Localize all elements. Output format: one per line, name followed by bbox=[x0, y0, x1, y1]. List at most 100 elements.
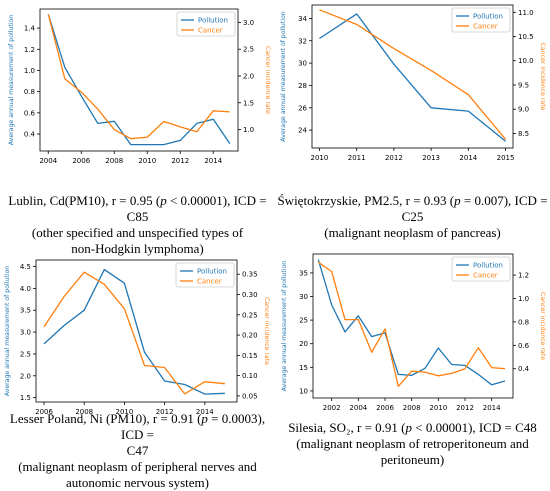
y2-tick-label: 2.0 bbox=[243, 72, 254, 80]
chart-silesia-plot: 2002 2004 2006 2008 2010 2012 2014 10 15 20 25 30 35… bbox=[281, 253, 546, 412]
chart-lublin: 2004 2006 2008 2010 2012 2014 0.4 0.6 0.8 1.0 1.2 1… bbox=[0, 0, 275, 190]
x-tick-label: 2014 bbox=[459, 154, 477, 162]
y-tick-label: 3.0 bbox=[20, 329, 31, 337]
caption-line-1: Lesser Poland, Ni (PM10), r = 0.91 (p = … bbox=[9, 411, 266, 442]
legend-label-pollution: Pollution bbox=[473, 262, 503, 270]
y-tick-label: 4.5 bbox=[20, 263, 31, 271]
y2-tick-label: 10.5 bbox=[518, 33, 534, 41]
plot-frame bbox=[312, 253, 514, 399]
chart-swietokrzyskie: 2010 2011 2012 2013 2014 2015 24 26 28 30 32 34 8.5 9… bbox=[275, 0, 550, 190]
chart-lublin-plot: 2004 2006 2008 2010 2012 2014 0.4 0.6 0.8 1.0 1.2 1… bbox=[8, 8, 271, 165]
x-tick-label: 2015 bbox=[497, 154, 515, 162]
y-tick-label: 30 bbox=[299, 293, 308, 301]
series-line-cancer bbox=[47, 14, 230, 140]
y2-tick-label: 2.5 bbox=[243, 46, 254, 54]
y-tick-label: 26 bbox=[298, 104, 307, 112]
y2-axis-label: Cancer incidence rate bbox=[539, 43, 546, 111]
x-tick-label: 2008 bbox=[75, 408, 93, 416]
y-tick-label: 2.5 bbox=[20, 350, 31, 358]
y2-tick-label: 9.0 bbox=[518, 106, 529, 114]
x-tick-label: 2010 bbox=[138, 157, 156, 165]
legend-label-cancer: Cancer bbox=[197, 278, 222, 286]
y-tick-label: 3.5 bbox=[20, 307, 31, 315]
caption-line-2: (malignant neoplasm of pancreas) bbox=[324, 225, 501, 240]
y2-axis-label: Cancer incidence rate bbox=[539, 292, 546, 360]
legend-label-pollution: Pollution bbox=[197, 268, 227, 276]
y2-tick-label: 0.30 bbox=[242, 291, 258, 299]
y2-tick-label: 10.0 bbox=[518, 57, 534, 65]
x-tick-label: 2012 bbox=[385, 154, 403, 162]
caption-line-3: non-Hodgkin lymphoma) bbox=[71, 241, 204, 256]
y-tick-label: 15 bbox=[299, 364, 308, 372]
legend-label-cancer: Cancer bbox=[473, 272, 498, 280]
x-tick-label: 2006 bbox=[376, 404, 394, 412]
x-tick-label: 2014 bbox=[196, 408, 214, 416]
y-tick-label: 1.5 bbox=[20, 394, 31, 402]
y2-tick-label: 9.5 bbox=[518, 81, 529, 89]
y2-tick-label: 1.0 bbox=[243, 126, 254, 134]
y-tick-label: 35 bbox=[299, 269, 308, 277]
y2-tick-label: 11.0 bbox=[518, 9, 534, 17]
chart-silesia: 2002 2004 2006 2008 2010 2012 2014 10 15 20 25 30 35… bbox=[275, 232, 550, 412]
x-tick-label: 2010 bbox=[116, 408, 134, 416]
chart-swietokrzyskie-plot: 2010 2011 2012 2013 2014 2015 24 26 28 30 32 34 8.5 9… bbox=[280, 4, 546, 162]
y2-tick-label: 0.35 bbox=[242, 271, 258, 279]
y-tick-label: 20 bbox=[299, 340, 308, 348]
x-tick-label: 2011 bbox=[348, 154, 366, 162]
chart-lesser-poland-plot: 2006 2008 2010 2012 2014 1.5 2.0 2.5 3.0 3.5 4.0 4.… bbox=[4, 259, 270, 416]
x-tick-label: 2008 bbox=[403, 404, 421, 412]
caption-line-3: peritoneum) bbox=[380, 452, 445, 467]
caption-line-2: (malignant neoplasm of retroperitoneum a… bbox=[296, 436, 529, 451]
y-tick-label: 1.2 bbox=[24, 46, 35, 54]
caption-line-1: Świętokrzyskie, PM2.5, r = 0.93 (p = 0.0… bbox=[277, 193, 548, 224]
y2-axis-label: Cancer incidence rate bbox=[264, 46, 271, 114]
x-tick-label: 2008 bbox=[105, 157, 123, 165]
caption-line-1: Lublin, Cd(PM10), r = 0.95 (p < 0.00001)… bbox=[8, 193, 267, 224]
series-line-cancer bbox=[319, 9, 507, 140]
y2-tick-label: 1.5 bbox=[243, 99, 254, 107]
caption-silesia: Silesia, SO₂, r = 0.91 (p < 0.00001), IC… bbox=[275, 420, 550, 468]
y2-tick-label: 0.20 bbox=[242, 332, 258, 340]
y-tick-label: 34 bbox=[298, 15, 307, 23]
y-tick-label: 0.8 bbox=[24, 88, 35, 96]
y-tick-label: 10 bbox=[299, 387, 308, 395]
y2-tick-label: 0.4 bbox=[518, 365, 530, 373]
y-axis-label: Average annual measurement of pollution bbox=[280, 11, 287, 141]
chart-lesser-poland: 2006 2008 2010 2012 2014 1.5 2.0 2.5 3.0 3.5 4.0 4.… bbox=[0, 232, 275, 416]
y2-tick-label: 0.6 bbox=[518, 342, 530, 350]
y2-tick-label: 0.10 bbox=[242, 372, 258, 380]
caption-line-3: (malignant neoplasm of peripheral nerves… bbox=[18, 459, 257, 474]
x-tick-label: 2004 bbox=[349, 404, 367, 412]
series-line-pollution bbox=[47, 14, 231, 146]
y-tick-label: 28 bbox=[298, 82, 307, 90]
caption-line-1: Silesia, SO₂, r = 0.91 (p < 0.00001), IC… bbox=[288, 420, 537, 435]
y-tick-label: 0.6 bbox=[24, 109, 36, 117]
y2-axis-label: Cancer incidence rate bbox=[263, 297, 270, 365]
x-tick-label: 2012 bbox=[171, 157, 189, 165]
y2-tick-label: 1.0 bbox=[518, 295, 529, 303]
x-tick-label: 2014 bbox=[204, 157, 222, 165]
x-tick-label: 2006 bbox=[35, 408, 53, 416]
caption-line-2: C47 bbox=[126, 443, 149, 458]
x-tick-label: 2012 bbox=[456, 404, 474, 412]
y-tick-label: 0.4 bbox=[24, 131, 36, 139]
y-tick-label: 30 bbox=[298, 60, 307, 68]
series-line-cancer bbox=[43, 271, 225, 395]
y-tick-label: 25 bbox=[299, 317, 308, 325]
series-line-pollution bbox=[317, 259, 506, 386]
caption-line-2: (other specified and unspecified types o… bbox=[31, 225, 244, 240]
x-tick-label: 2010 bbox=[311, 154, 329, 162]
x-tick-label: 2010 bbox=[429, 404, 447, 412]
y2-tick-label: 1.2 bbox=[518, 272, 529, 280]
x-tick-label: 2002 bbox=[323, 404, 341, 412]
caption-lublin: Lublin, Cd(PM10), r = 0.95 (p < 0.00001)… bbox=[0, 193, 275, 257]
y-tick-label: 2.0 bbox=[20, 372, 31, 380]
series-line-cancer bbox=[317, 261, 506, 387]
y-axis-label: Average annual measurement of pollution bbox=[8, 15, 15, 145]
series-line-pollution bbox=[43, 268, 225, 395]
y2-tick-label: 0.25 bbox=[242, 311, 258, 319]
y-tick-label: 24 bbox=[298, 127, 307, 135]
y-tick-label: 4.0 bbox=[20, 285, 31, 293]
y-axis-label: Average annual measurement of pollution bbox=[281, 261, 288, 391]
y2-tick-label: 0.05 bbox=[242, 392, 258, 400]
